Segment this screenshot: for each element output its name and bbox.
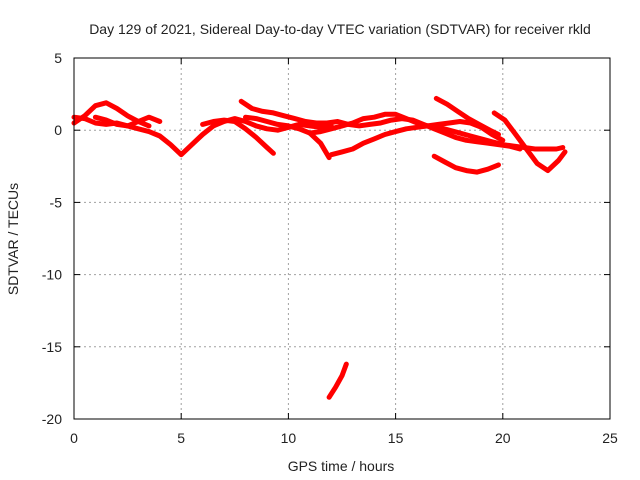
y-tick-label: 0 xyxy=(54,122,62,138)
grid xyxy=(74,58,610,419)
series-track-4 xyxy=(238,98,523,152)
x-tick-label: 15 xyxy=(388,430,404,446)
data-series xyxy=(71,95,568,400)
x-axis-label: GPS time / hours xyxy=(288,458,395,474)
series-track-6 xyxy=(243,114,332,161)
x-tick-label: 25 xyxy=(602,430,618,446)
series-track-12 xyxy=(326,361,349,400)
x-tick-label: 20 xyxy=(495,430,511,446)
x-tick-label: 0 xyxy=(70,430,78,446)
plot-frame xyxy=(73,57,611,420)
x-tick-label: 5 xyxy=(177,430,185,446)
chart-title: Day 129 of 2021, Sidereal Day-to-day VTE… xyxy=(89,21,591,37)
axis-ticks: 0 5 10 15 20 25 -20 -15 -10 -5 0 5 xyxy=(42,50,618,446)
series-track-11 xyxy=(491,110,568,174)
series-track-10 xyxy=(433,95,501,137)
x-tick-label: 10 xyxy=(281,430,297,446)
y-tick-label: -15 xyxy=(42,339,62,355)
y-tick-label: -5 xyxy=(50,194,63,210)
y-tick-label: -20 xyxy=(42,411,62,427)
series-track-3 xyxy=(92,114,163,129)
y-axis-label: SDTVAR / TECUs xyxy=(5,183,21,295)
y-tick-label: -10 xyxy=(42,267,62,283)
series-track-5 xyxy=(200,117,276,156)
y-tick-label: 5 xyxy=(54,50,62,66)
series-track-9 xyxy=(431,153,501,175)
